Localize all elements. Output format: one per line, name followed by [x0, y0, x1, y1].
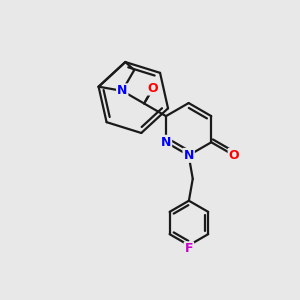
Text: F: F	[184, 242, 193, 255]
Text: N: N	[184, 149, 194, 162]
Text: O: O	[148, 82, 158, 94]
Text: O: O	[229, 149, 239, 162]
Text: N: N	[161, 136, 171, 149]
Text: N: N	[117, 84, 128, 98]
